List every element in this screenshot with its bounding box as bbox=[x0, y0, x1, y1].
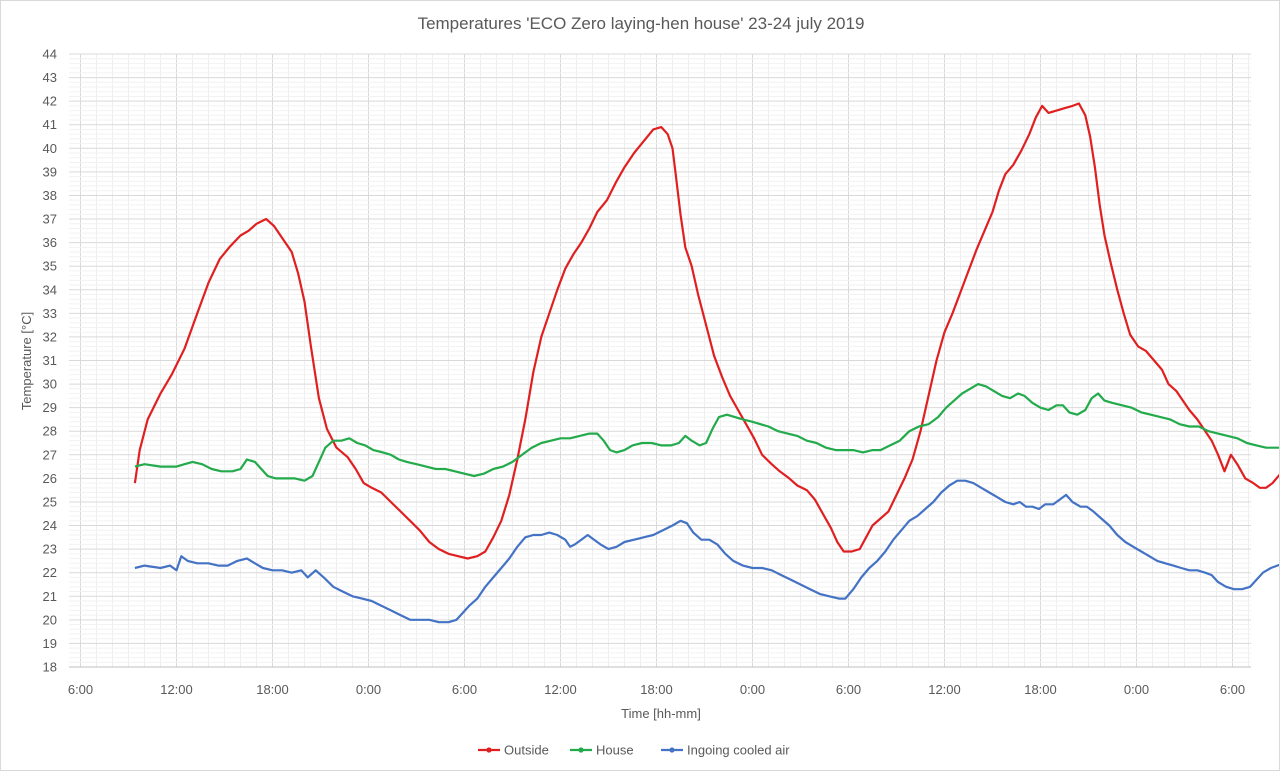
y-tick-label: 38 bbox=[43, 188, 57, 203]
x-tick-label: 0:00 bbox=[740, 682, 765, 697]
y-tick-label: 35 bbox=[43, 259, 57, 274]
y-tick-label: 43 bbox=[43, 70, 57, 85]
x-tick-label: 0:00 bbox=[356, 682, 381, 697]
y-tick-label: 29 bbox=[43, 400, 57, 415]
y-tick-label: 27 bbox=[43, 447, 57, 462]
series-lines bbox=[133, 102, 1279, 624]
y-tick-label: 23 bbox=[43, 542, 57, 557]
series-line-ingoing-cooled-air bbox=[134, 479, 1279, 624]
legend-marker bbox=[486, 747, 492, 753]
y-tick-label: 18 bbox=[43, 660, 57, 675]
y-axis-title: Temperature [°C] bbox=[19, 312, 34, 410]
x-tick-label: 12:00 bbox=[544, 682, 577, 697]
legend-marker bbox=[669, 747, 675, 753]
series-line-outside bbox=[133, 102, 1279, 560]
y-tick-label: 22 bbox=[43, 565, 57, 580]
gridlines bbox=[69, 53, 1251, 668]
x-tick-label: 0:00 bbox=[1124, 682, 1149, 697]
x-tick-label: 12:00 bbox=[160, 682, 193, 697]
x-tick-label: 6:00 bbox=[68, 682, 93, 697]
y-tick-label: 42 bbox=[43, 94, 57, 109]
y-tick-label: 36 bbox=[43, 235, 57, 250]
x-axis-title: Time [hh-mm] bbox=[621, 706, 701, 721]
y-tick-label: 21 bbox=[43, 589, 57, 604]
y-tick-label: 20 bbox=[43, 612, 57, 627]
x-tick-label: 6:00 bbox=[836, 682, 861, 697]
legend-label: Outside bbox=[504, 743, 549, 758]
y-tick-label: 44 bbox=[43, 47, 57, 62]
legend: Outside House Ingoing cooled air bbox=[478, 743, 790, 758]
legend-marker bbox=[578, 747, 584, 753]
y-tick-label: 25 bbox=[43, 494, 57, 509]
y-tick-label: 32 bbox=[43, 329, 57, 344]
series-line-house bbox=[134, 383, 1279, 482]
y-tick-label: 24 bbox=[43, 518, 57, 533]
y-tick-label: 19 bbox=[43, 636, 57, 651]
x-tick-label: 18:00 bbox=[256, 682, 289, 697]
y-tick-label: 28 bbox=[43, 424, 57, 439]
x-tick-label: 6:00 bbox=[1220, 682, 1245, 697]
y-tick-label: 41 bbox=[43, 117, 57, 132]
y-tick-label: 31 bbox=[43, 353, 57, 368]
x-tick-label: 18:00 bbox=[640, 682, 673, 697]
y-tick-label: 33 bbox=[43, 306, 57, 321]
y-tick-label: 34 bbox=[43, 282, 57, 297]
x-tick-label: 12:00 bbox=[928, 682, 961, 697]
y-tick-label: 26 bbox=[43, 471, 57, 486]
x-tick-label: 6:00 bbox=[452, 682, 477, 697]
x-tick-label: 18:00 bbox=[1024, 682, 1057, 697]
legend-label: House bbox=[596, 743, 634, 758]
y-tick-label: 40 bbox=[43, 141, 57, 156]
axes: 18 19 20 21 22 23 24 25 26 27 28 29 30 31 32 33 34 35 36 37… bbox=[43, 47, 1251, 697]
y-tick-label: 39 bbox=[43, 164, 57, 179]
legend-label: Ingoing cooled air bbox=[687, 743, 790, 758]
y-tick-label: 30 bbox=[43, 377, 57, 392]
y-tick-label: 37 bbox=[43, 212, 57, 227]
chart-title: Temperatures 'ECO Zero laying-hen house'… bbox=[418, 14, 865, 33]
